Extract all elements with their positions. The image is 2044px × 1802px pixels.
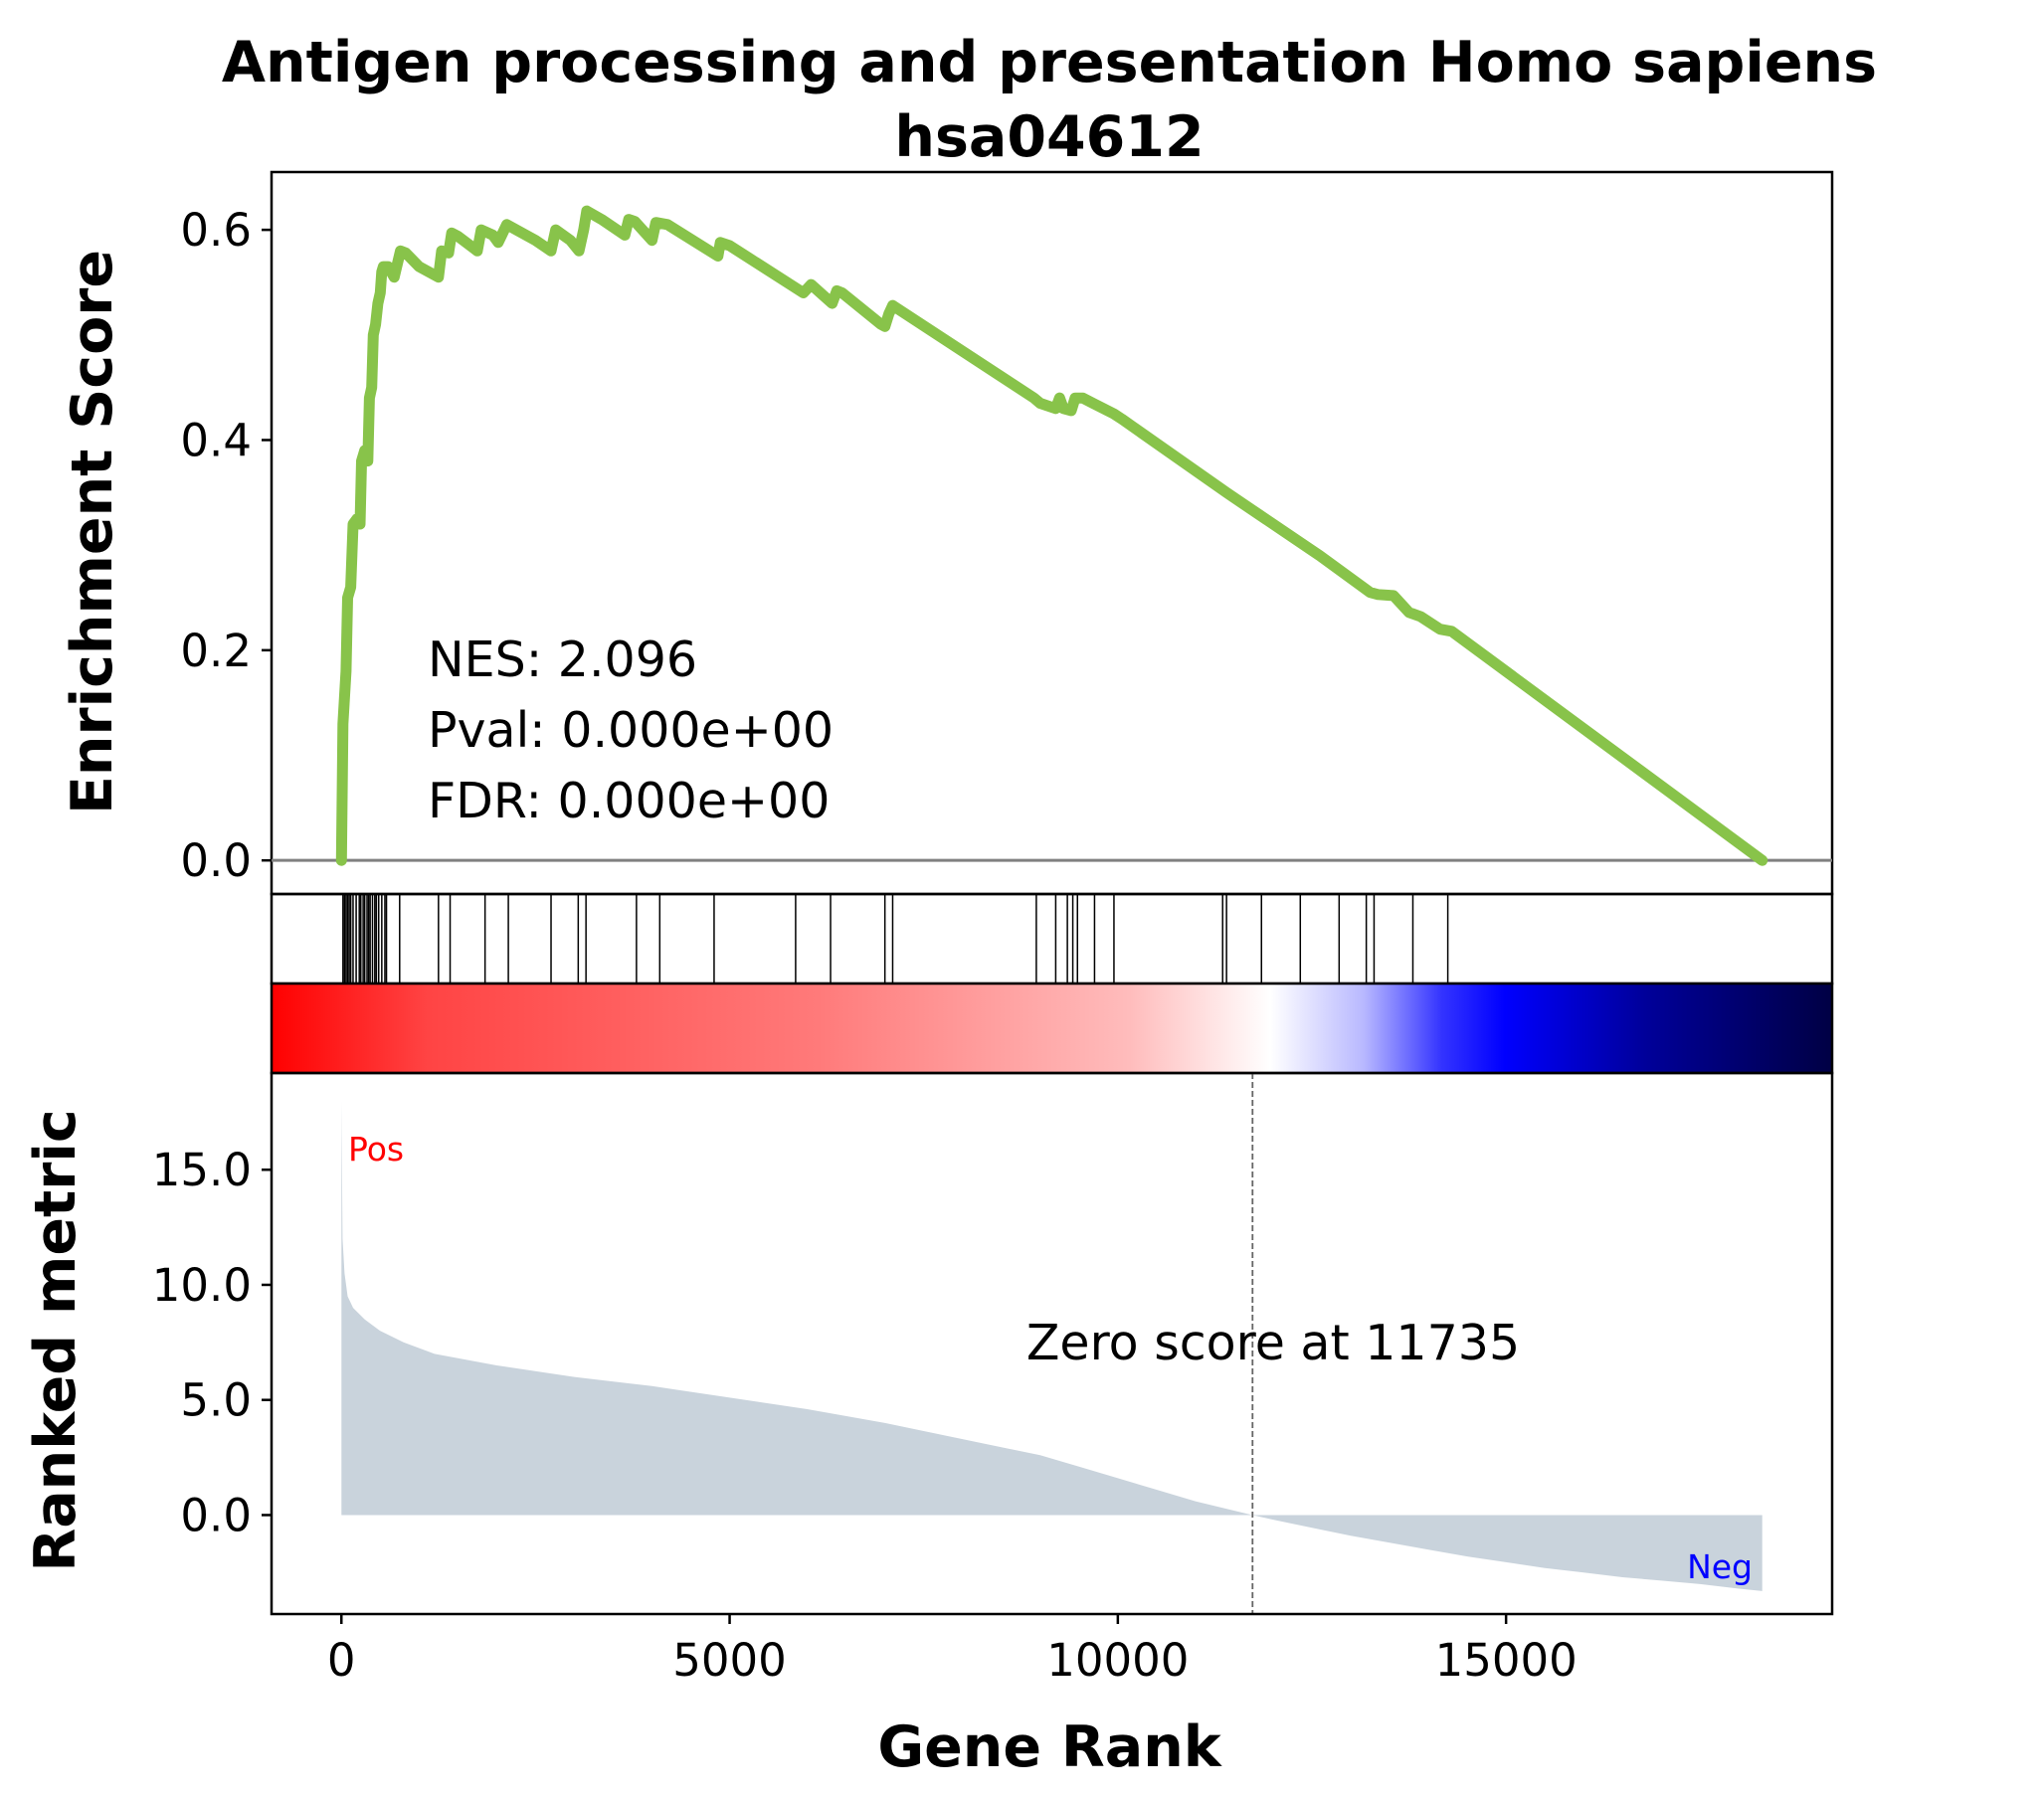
es-ytick-label: 0.0 — [180, 834, 252, 887]
enrichment-score-panel: 0.0 0.2 0.4 0.6 — [180, 170, 1834, 896]
x-axis-title: Gene Rank — [877, 1714, 1221, 1780]
nes-stat: NES: 2.096 — [428, 631, 697, 688]
hits-panel-frame — [270, 892, 1834, 986]
y-axis-title-ranked-metric: Ranked metric — [23, 1109, 89, 1571]
x-tick-label: 0 — [327, 1634, 356, 1687]
es-ytick-label: 0.4 — [180, 414, 252, 466]
es-ytick-label: 0.2 — [180, 625, 252, 677]
x-tick-label: 5000 — [672, 1634, 787, 1687]
chart-title-line1: Antigen processing and presentation Homo… — [222, 30, 1877, 95]
metric-ytick-label: 10.0 — [152, 1259, 252, 1312]
metric-ytick-label: 0.0 — [180, 1489, 252, 1541]
chart-title-line2: hsa04612 — [894, 104, 1204, 170]
pos-label: Pos — [348, 1130, 404, 1169]
fdr-stat: FDR: 0.000e+00 — [428, 773, 830, 829]
es-curve — [335, 205, 1768, 866]
x-tick-label: 15000 — [1435, 1634, 1578, 1687]
metric-ytick-label: 5.0 — [180, 1374, 252, 1427]
es-ytick-label: 0.6 — [180, 204, 252, 257]
ranked-metric-panel: 0.0 5.0 10.0 15.0 — [152, 1071, 1834, 1616]
neg-label: Neg — [1687, 1547, 1753, 1586]
metric-ytick-label: 15.0 — [152, 1144, 252, 1196]
metric-panel-frame — [270, 1071, 1834, 1616]
ranked-metric-area — [341, 1100, 1763, 1591]
zero-score-annotation: Zero score at 11735 — [1026, 1315, 1520, 1371]
rank-color-bar — [270, 982, 1834, 1075]
gene-hits-panel — [270, 892, 1834, 986]
pval-stat: Pval: 0.000e+00 — [428, 702, 834, 759]
rank-gradient-bar — [270, 982, 1834, 1075]
x-tick-label: 10000 — [1046, 1634, 1189, 1687]
y-axis-title-enrichment: Enrichment Score — [60, 250, 125, 814]
x-axis: 0 5000 10000 15000 — [327, 1614, 1578, 1687]
